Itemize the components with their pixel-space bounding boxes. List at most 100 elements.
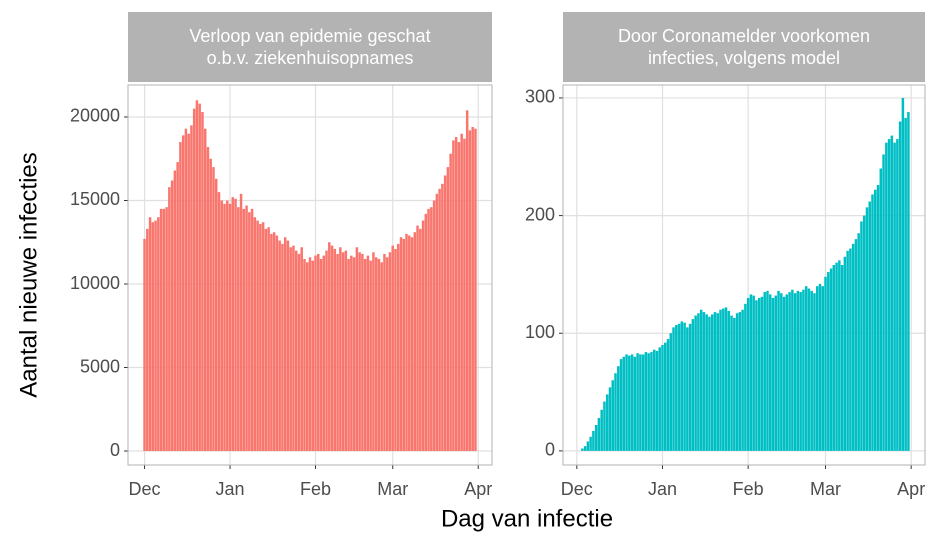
y-tick-label: 200	[525, 204, 555, 224]
bar	[198, 103, 201, 452]
bar	[741, 309, 744, 451]
bar	[890, 135, 894, 451]
bar	[314, 255, 317, 452]
bar	[289, 247, 292, 452]
bar	[804, 286, 808, 451]
bar	[647, 353, 650, 451]
bar	[840, 265, 844, 451]
bar	[893, 142, 896, 451]
bar	[427, 208, 430, 452]
bar	[176, 162, 179, 452]
x-tick-label: Feb	[300, 479, 331, 499]
bar	[181, 135, 185, 452]
bar	[402, 238, 405, 452]
bar	[719, 309, 722, 451]
x-tick-label: Dec	[561, 479, 593, 499]
bar	[317, 253, 320, 452]
bar	[245, 205, 248, 452]
bar	[738, 312, 742, 451]
bar	[350, 255, 353, 452]
bar	[187, 133, 190, 452]
bar	[622, 356, 626, 451]
bar	[766, 290, 769, 451]
bar	[223, 203, 226, 452]
bar	[865, 207, 869, 451]
bar	[215, 178, 218, 452]
bar	[625, 354, 628, 451]
y-tick-label: 300	[525, 87, 555, 107]
bar	[474, 128, 477, 452]
bar	[286, 240, 290, 452]
bar	[810, 290, 813, 451]
bar	[157, 217, 160, 452]
bar	[154, 220, 157, 452]
bar	[827, 272, 830, 451]
bar	[391, 245, 394, 452]
bar	[383, 253, 386, 452]
bar	[874, 189, 877, 451]
bar	[608, 387, 612, 451]
panel-border	[562, 84, 926, 466]
bar	[699, 309, 703, 451]
bar	[669, 333, 673, 451]
bar	[278, 240, 281, 452]
bar	[818, 283, 822, 451]
bar	[630, 354, 634, 451]
bar	[705, 314, 708, 451]
bar	[600, 409, 603, 451]
bar	[727, 310, 731, 451]
bar	[432, 200, 436, 452]
bar	[857, 233, 860, 451]
bar	[658, 347, 661, 451]
bar	[256, 220, 259, 452]
bar	[724, 307, 728, 451]
bar	[735, 313, 739, 451]
bar	[328, 242, 331, 452]
bar	[253, 217, 257, 452]
bar	[639, 354, 642, 451]
bar	[311, 260, 314, 452]
bar	[443, 175, 447, 452]
bar	[170, 180, 174, 452]
bar	[294, 250, 298, 452]
bar	[605, 394, 609, 451]
bar	[146, 228, 149, 452]
bar	[203, 128, 207, 452]
bar	[377, 258, 381, 452]
bar	[799, 292, 802, 451]
bar	[250, 208, 254, 452]
bar	[388, 252, 392, 452]
x-tick-label: Mar	[810, 479, 841, 499]
bar	[780, 293, 783, 451]
bar	[190, 125, 193, 452]
bar	[217, 192, 221, 452]
bar	[168, 187, 171, 452]
bar	[248, 212, 251, 452]
panel-border	[127, 84, 493, 466]
bar	[788, 292, 791, 451]
bar	[264, 228, 268, 452]
bar	[226, 200, 229, 452]
bar	[430, 207, 433, 452]
bar	[652, 349, 656, 451]
bar	[691, 319, 695, 451]
bar	[686, 327, 689, 451]
y-tick-label: 0	[545, 440, 555, 460]
bar	[306, 262, 309, 452]
bar	[344, 250, 348, 452]
bar	[843, 256, 847, 451]
bar	[330, 245, 334, 452]
bar	[234, 198, 237, 452]
x-tick-label: Dec	[129, 479, 161, 499]
bar	[380, 262, 383, 452]
panel-title: Door Coronamelder voorkomen infecties, v…	[563, 12, 925, 82]
bar	[838, 260, 841, 451]
bar	[722, 308, 725, 451]
bar	[846, 250, 849, 451]
bar	[813, 293, 816, 451]
bar	[361, 253, 364, 452]
bar	[829, 268, 833, 451]
bar	[143, 238, 146, 452]
bar	[441, 183, 444, 452]
